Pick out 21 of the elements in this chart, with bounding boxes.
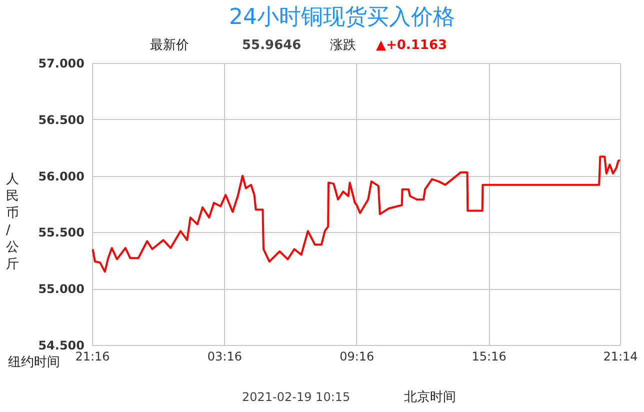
text: 55.9646 [242,38,302,53]
y-tick-label: 54.500 [38,338,84,352]
x-tick-label: 15:16 [472,350,506,364]
x-tick-label: 21:16 [75,350,110,364]
x-tick-label: 03:16 [207,350,242,364]
y-tick-label: 55.500 [38,226,84,240]
x-tick-label: 09:16 [340,350,374,364]
y-tick-label: 56.000 [38,169,84,184]
y-tick-label: 57.000 [38,56,84,70]
chart-title: 24小时铜现货买入价格 [229,5,455,30]
y-tick-label: 55.000 [38,282,84,296]
text: ▲+0.1163 [376,38,448,53]
y-tick-label: 56.500 [38,112,84,127]
x-tick-label: 21:14 [603,350,638,364]
text: 北京时间 [404,390,456,405]
text: 最新价 [150,38,189,53]
line-series [92,156,620,273]
text: 纽约时间 [8,355,60,370]
text: 涨跌 [330,38,356,53]
y-axis-title: 人民币/公斤 [6,172,19,272]
text: 2021-02-19 10:15 [242,390,350,404]
